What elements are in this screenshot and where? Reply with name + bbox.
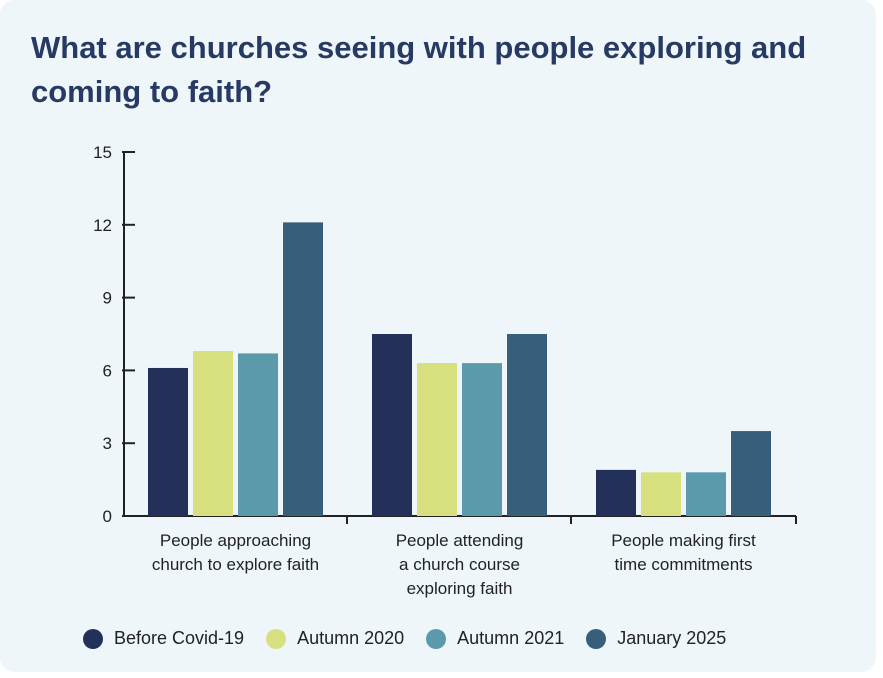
legend-label: January 2025: [617, 628, 727, 648]
legend-item: Autumn 2020: [266, 628, 404, 649]
category-label: People making first: [611, 531, 756, 550]
legend-swatch: [426, 628, 447, 649]
y-tick-label: 6: [103, 361, 112, 380]
category-label: People attending: [396, 531, 524, 550]
bar-autumn-2021-cat2: [462, 363, 502, 516]
bar-chart: 0 3 6 9 12 15 People approaching church to expl…: [93, 143, 797, 598]
y-tick-label: 3: [103, 434, 112, 453]
chart-legend: Before Covid-19 Autumn 2020 Autumn 2021 Jan…: [83, 628, 726, 649]
chart-title: What are churches seeing with people exp…: [31, 30, 807, 109]
legend-swatch: [586, 628, 607, 649]
bar-before-covid-19-cat1: [148, 367, 188, 516]
y-tick-label: 12: [93, 216, 112, 235]
category-label: church to explore faith: [152, 555, 319, 574]
y-tick-label: 9: [103, 289, 112, 308]
category-label: time commitments: [615, 555, 753, 574]
bar-january-2025-cat2: [507, 334, 547, 516]
bar-january-2025-cat1: [283, 222, 323, 516]
y-tick-label: 15: [93, 143, 112, 162]
legend-label: Autumn 2021: [457, 628, 565, 648]
legend-label: Autumn 2020: [297, 628, 405, 648]
legend-item: January 2025: [586, 628, 726, 649]
category-label: a church course: [399, 555, 520, 574]
legend-label: Before Covid-19: [114, 628, 245, 648]
legend-swatch: [266, 628, 287, 649]
bar-january-2025-cat3: [731, 431, 771, 516]
bar-autumn-2020-cat2: [417, 363, 457, 516]
bar-before-covid-19-cat3: [596, 469, 636, 516]
category-label: exploring faith: [407, 579, 513, 598]
legend-item: Autumn 2021: [426, 628, 564, 649]
category-label: People approaching: [160, 531, 311, 550]
legend-item: Before Covid-19: [83, 628, 244, 649]
bar-autumn-2020-cat1: [193, 350, 233, 516]
bar-autumn-2021-cat3: [686, 472, 726, 516]
bar-autumn-2020-cat3: [641, 472, 681, 516]
y-tick-label: 0: [103, 507, 112, 526]
bar-before-covid-19-cat2: [372, 334, 412, 516]
legend-swatch: [83, 628, 103, 649]
bar-autumn-2021-cat1: [238, 353, 278, 516]
